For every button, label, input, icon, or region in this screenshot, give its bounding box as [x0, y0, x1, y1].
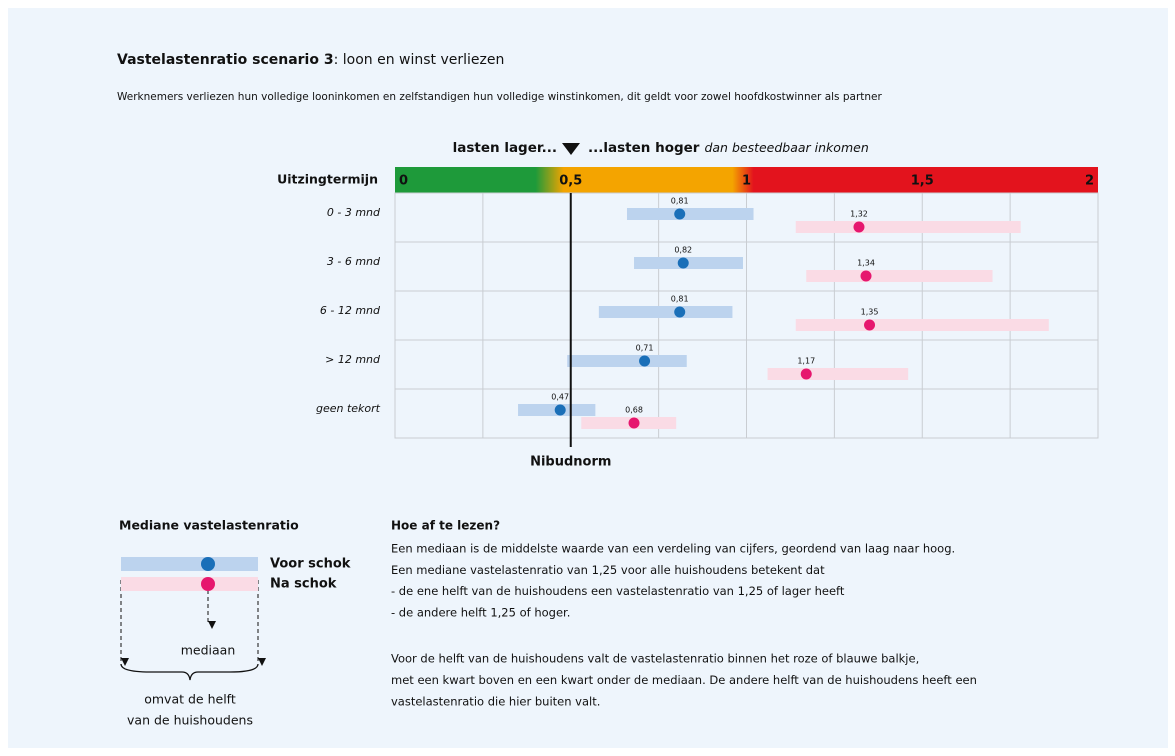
span-line: omvat de helft: [144, 692, 236, 707]
header-note: dan besteedbaar inkomen: [704, 140, 868, 155]
legend-title: Mediane vastelastenratio: [119, 518, 299, 533]
title-rest: : loon en winst verliezen: [334, 52, 505, 68]
panel: [8, 8, 1168, 748]
explanation-line: Een mediane vastelastenratio van 1,25 vo…: [391, 563, 825, 577]
median-dot: [800, 368, 812, 380]
explanation-line: vastelastenratio die hier buiten valt.: [391, 694, 600, 708]
range-bar: [795, 221, 1021, 233]
row-label: 6 - 12 mnd: [320, 304, 381, 317]
value-label: 0,68: [625, 406, 643, 415]
triangle: [562, 143, 580, 155]
median-dot: [639, 355, 651, 367]
explanation-line: Voor de helft van de huishoudens valt de…: [391, 652, 919, 666]
row-label: 3 - 6 mnd: [327, 255, 381, 268]
legend-dot: [201, 577, 215, 591]
value-label: 1,34: [857, 259, 875, 268]
value-label: 0,71: [636, 344, 654, 353]
span-line: van de huishoudens: [127, 713, 253, 728]
title: Vastelastenratio scenario 3: loon en win…: [117, 52, 504, 68]
range-bar: [567, 355, 687, 367]
header-high-text: ...lasten hoger: [588, 140, 700, 156]
explanation-line: - de andere helft 1,25 of hoger.: [391, 605, 570, 619]
legend-dot: [201, 557, 215, 571]
median-dot: [864, 319, 876, 331]
legend-bar: [121, 557, 258, 571]
row-label: 0 - 3 mnd: [327, 206, 381, 219]
scale-bar: [395, 167, 1098, 193]
range-bar: [598, 306, 733, 318]
header-high: ...lasten hoger dan besteedbaar inkomen: [588, 140, 869, 157]
value-label: 0,82: [674, 246, 692, 255]
range-bar: [806, 270, 993, 282]
x-tick-label: 0,5: [559, 174, 582, 189]
x-tick-label: 1: [742, 174, 751, 189]
median-label: mediaan: [181, 643, 236, 658]
value-label: 0,47: [551, 393, 569, 402]
subtitle: Werknemers verliezen hun volledige looni…: [117, 91, 883, 103]
explanation-line: Een mediaan is de middelste waarde van e…: [391, 542, 955, 556]
legend-bar: [121, 577, 258, 591]
range-bar: [767, 368, 909, 380]
x-tick-label: 2: [1085, 174, 1094, 189]
median-dot: [554, 404, 566, 416]
median-dot: [677, 257, 689, 269]
value-label: 1,35: [861, 308, 879, 317]
value-label: 1,32: [850, 210, 868, 219]
median-dot: [628, 417, 640, 429]
value-label: 0,81: [671, 197, 689, 206]
range-bar: [795, 319, 1049, 331]
legend-entry: Voor schok: [270, 557, 351, 572]
explanation-heading: Hoe af te lezen?: [391, 519, 500, 533]
x-tick-label: 0: [399, 174, 408, 189]
x-tick-label: 1,5: [911, 174, 934, 189]
norm-label: Nibudnorm: [530, 455, 611, 470]
value-label: 0,81: [671, 295, 689, 304]
header-low: lasten lager...: [453, 140, 557, 156]
legend-entry: Na schok: [270, 577, 337, 592]
explanation-line: - de ene helft van de huishoudens een va…: [391, 584, 845, 598]
median-dot: [860, 270, 872, 282]
median-dot: [674, 306, 686, 318]
median-dot: [853, 221, 865, 233]
value-label: 1,17: [797, 357, 815, 366]
title-bold: Vastelastenratio scenario 3: [117, 52, 334, 68]
range-bar: [626, 208, 754, 220]
row-label: geen tekort: [316, 402, 381, 415]
y-axis-label: Uitzingtermijn: [277, 172, 378, 187]
median-dot: [674, 208, 686, 220]
brace: [120, 663, 259, 681]
row-label: > 12 mnd: [325, 353, 381, 366]
explanation-line: met een kwart boven en een kwart onder d…: [391, 673, 977, 687]
